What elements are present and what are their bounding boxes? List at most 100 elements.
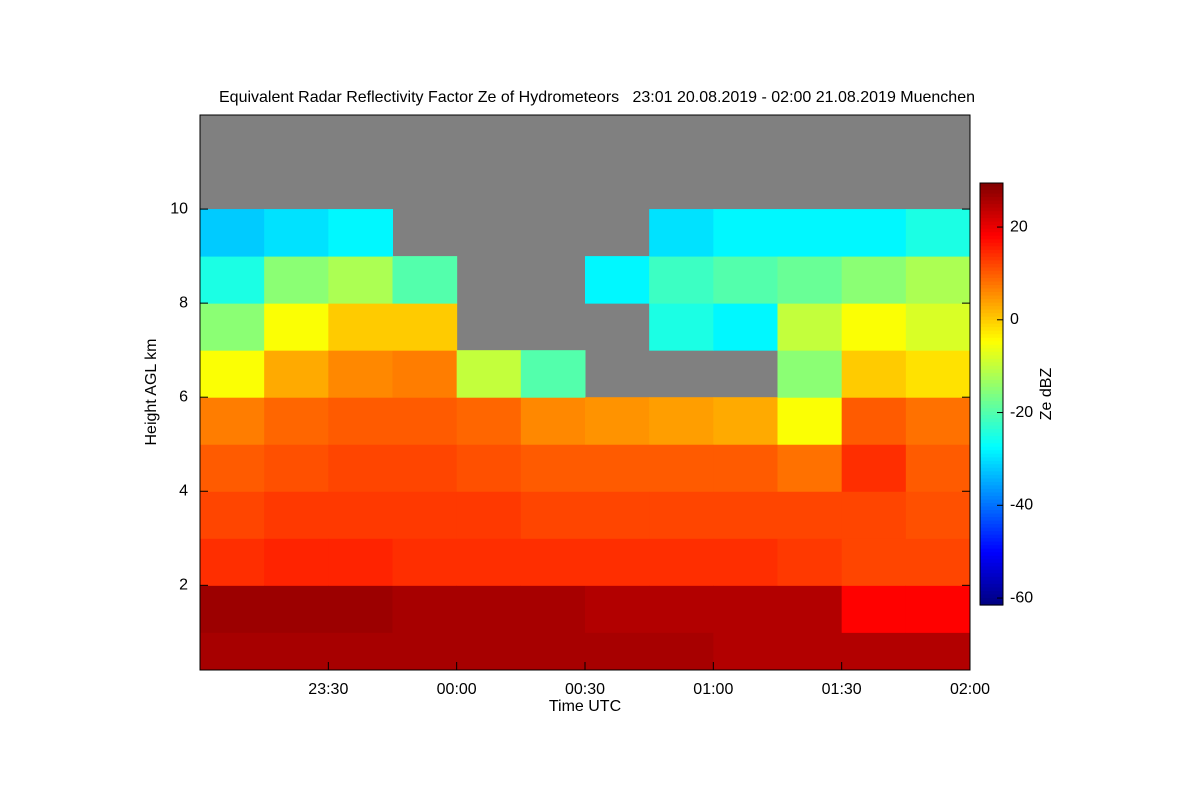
colorbar-swatch xyxy=(980,566,1003,571)
colorbar-swatch xyxy=(980,460,1003,465)
heatmap-cell xyxy=(264,350,329,398)
colorbar-swatch xyxy=(980,503,1003,508)
colorbar-swatch xyxy=(980,408,1003,413)
colorbar-swatch xyxy=(980,485,1003,490)
colorbar-swatch xyxy=(980,457,1003,462)
colorbar-swatch xyxy=(980,569,1003,574)
colorbar-swatch xyxy=(980,467,1003,472)
heatmap-cell xyxy=(200,303,265,351)
colorbar-swatch xyxy=(980,256,1003,261)
heatmap-cell xyxy=(520,491,586,539)
colorbar-swatch xyxy=(980,344,1003,349)
y-tick-label: 8 xyxy=(179,294,188,311)
colorbar-swatch xyxy=(980,429,1003,434)
colorbar-swatch xyxy=(980,552,1003,557)
colorbar-swatch xyxy=(980,355,1003,360)
colorbar-swatch xyxy=(980,253,1003,258)
chart-title: Equivalent Radar Reflectivity Factor Ze … xyxy=(219,89,975,106)
heatmap-cell xyxy=(328,444,393,492)
colorbar-swatch xyxy=(980,369,1003,374)
heatmap-cell xyxy=(200,397,265,445)
heatmap-cell xyxy=(713,397,778,445)
colorbar-swatch xyxy=(980,362,1003,367)
heatmap-cell xyxy=(456,444,522,492)
heatmap-cell xyxy=(713,538,778,586)
colorbar-swatch xyxy=(980,573,1003,578)
colorbar-swatch xyxy=(980,583,1003,589)
colorbar-swatch xyxy=(980,580,1003,585)
colorbar-swatch xyxy=(980,517,1003,522)
heatmap-cell xyxy=(777,491,843,539)
colorbar-swatch xyxy=(980,510,1003,515)
colorbar-swatch xyxy=(980,587,1003,592)
colorbar-swatch xyxy=(980,211,1003,216)
heatmap-cell xyxy=(777,397,843,445)
colorbar-swatch xyxy=(980,541,1003,546)
colorbar-swatch xyxy=(980,474,1003,479)
heatmap-cell xyxy=(777,632,843,670)
heatmap-cell xyxy=(328,350,393,398)
colorbar-swatch xyxy=(980,415,1003,420)
colorbar-swatch xyxy=(980,492,1003,497)
heatmap-cell xyxy=(905,303,970,351)
colorbar-swatch xyxy=(980,190,1003,195)
colorbar-swatch xyxy=(980,422,1003,427)
colorbar-swatch xyxy=(980,327,1003,332)
colorbar-swatch xyxy=(980,495,1003,501)
colorbar-swatch xyxy=(980,590,1003,596)
colorbar-swatch xyxy=(980,520,1003,525)
x-tick-label: 01:00 xyxy=(693,681,733,698)
colorbar-swatch xyxy=(980,548,1003,553)
colorbar-swatch xyxy=(980,281,1003,286)
heatmap-cell xyxy=(520,632,586,670)
heatmap-cell xyxy=(456,350,522,398)
heatmap-cell xyxy=(392,350,458,398)
x-tick-label: 23:30 xyxy=(308,681,348,698)
colorbar-swatch xyxy=(980,183,1003,188)
colorbar-frame xyxy=(979,182,1004,606)
colorbar-swatch xyxy=(980,267,1003,272)
heatmap-cell xyxy=(841,538,907,586)
heatmap-cell xyxy=(777,350,843,398)
colorbar-swatch xyxy=(980,204,1003,209)
heatmap-cell xyxy=(777,444,843,492)
colorbar-swatch xyxy=(980,446,1003,451)
heatmap-cell xyxy=(328,303,393,351)
colorbar-swatch xyxy=(980,555,1003,560)
heatmap-cell xyxy=(905,491,970,539)
colorbar-tick-label: -20 xyxy=(1010,404,1033,421)
colorbar-swatch xyxy=(980,284,1003,290)
colorbar-swatch xyxy=(980,390,1003,395)
heatmap-cell xyxy=(585,632,650,670)
heatmap-cell xyxy=(905,538,970,586)
colorbar-swatch xyxy=(980,365,1003,370)
x-tick-label: 00:00 xyxy=(437,681,477,698)
colorbar-swatch xyxy=(980,478,1003,483)
heatmap-cell xyxy=(777,209,843,257)
colorbar-swatch xyxy=(980,302,1003,307)
heatmap-cell xyxy=(200,491,265,539)
heatmap-cell xyxy=(328,256,393,304)
colorbar-swatch xyxy=(980,499,1003,504)
colorbar-swatch xyxy=(980,524,1003,529)
colorbar-swatch xyxy=(980,218,1003,223)
colorbar-swatch xyxy=(980,334,1003,339)
colorbar-swatch xyxy=(980,432,1003,437)
heatmap-cell xyxy=(649,538,714,586)
heatmap-cell xyxy=(585,397,650,445)
heatmap-cell xyxy=(777,538,843,586)
colorbar-swatch xyxy=(980,186,1003,191)
colorbar-swatch xyxy=(980,601,1003,606)
heatmap-cell xyxy=(649,632,714,670)
colorbar-swatch xyxy=(980,309,1003,314)
colorbar-swatch xyxy=(980,411,1003,416)
heatmap-cell xyxy=(456,538,522,586)
colorbar-swatch xyxy=(980,225,1003,230)
colorbar-swatch xyxy=(980,341,1003,346)
heatmap-cell xyxy=(649,397,714,445)
x-tick-label: 02:00 xyxy=(950,681,990,698)
colorbar-tick-label: 20 xyxy=(1010,218,1028,235)
heatmap-cell xyxy=(264,209,329,257)
heatmap-cell xyxy=(713,209,778,257)
heatmap-cell xyxy=(585,585,650,633)
